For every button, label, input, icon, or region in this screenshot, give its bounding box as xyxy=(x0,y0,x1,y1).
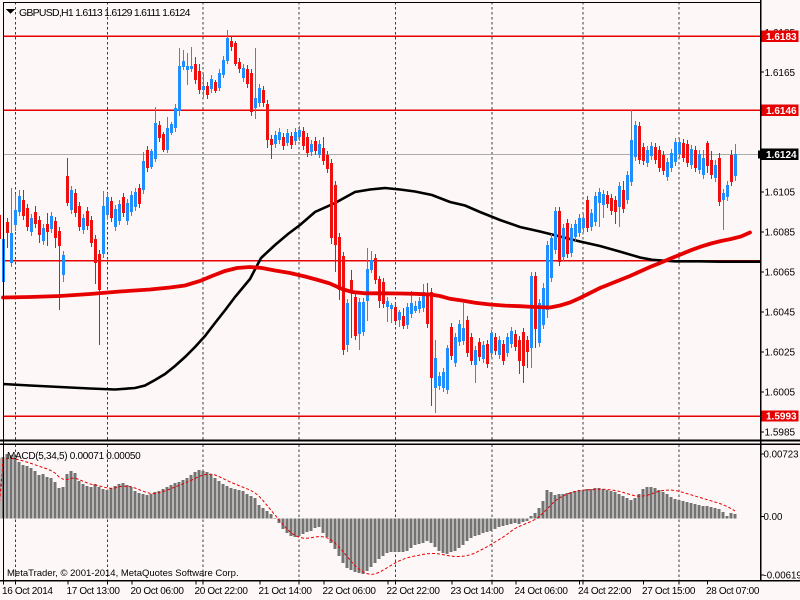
svg-text:GBPUSD,H1 1.6113 1.6129 1.611: GBPUSD,H1 1.6113 1.6129 1.6111 1.6124 xyxy=(19,7,191,19)
svg-text:22 Oct 06:00: 22 Oct 06:00 xyxy=(323,586,377,597)
svg-text:1.6105: 1.6105 xyxy=(765,188,796,199)
svg-text:20 Oct 06:00: 20 Oct 06:00 xyxy=(131,586,185,597)
svg-text:21 Oct 14:00: 21 Oct 14:00 xyxy=(259,586,313,597)
svg-text:MACD(5,34,5) 0.00071 0.00050: MACD(5,34,5) 0.00071 0.00050 xyxy=(7,451,141,462)
svg-text:1.5985: 1.5985 xyxy=(765,427,796,438)
svg-text:17 Oct 13:00: 17 Oct 13:00 xyxy=(67,586,121,597)
svg-text:1.6124: 1.6124 xyxy=(766,150,797,161)
svg-text:24 Oct 22:00: 24 Oct 22:00 xyxy=(578,586,632,597)
svg-text:1.6146: 1.6146 xyxy=(766,106,797,117)
svg-text:0.00723: 0.00723 xyxy=(764,450,799,461)
svg-text:20 Oct 22:00: 20 Oct 22:00 xyxy=(195,586,249,597)
svg-text:1.6085: 1.6085 xyxy=(765,228,796,239)
svg-text:23 Oct 14:00: 23 Oct 14:00 xyxy=(451,586,505,597)
svg-text:1.6005: 1.6005 xyxy=(765,388,796,399)
svg-text:1.6045: 1.6045 xyxy=(765,308,796,319)
svg-text:27 Oct 15:00: 27 Oct 15:00 xyxy=(642,586,696,597)
svg-text:1.6065: 1.6065 xyxy=(765,268,796,279)
svg-text:1.6165: 1.6165 xyxy=(765,68,796,79)
svg-text:1.5993: 1.5993 xyxy=(766,412,797,423)
svg-text:1.6025: 1.6025 xyxy=(765,348,796,359)
svg-text:-0.00619: -0.00619 xyxy=(764,571,800,582)
svg-text:0.00: 0.00 xyxy=(764,512,783,523)
svg-text:16 Oct 2014: 16 Oct 2014 xyxy=(2,586,53,597)
svg-text:1.6183: 1.6183 xyxy=(766,32,797,43)
svg-text:28 Oct 07:00: 28 Oct 07:00 xyxy=(706,586,760,597)
svg-text:22 Oct 22:00: 22 Oct 22:00 xyxy=(387,586,441,597)
svg-text:24 Oct 06:00: 24 Oct 06:00 xyxy=(515,586,569,597)
svg-text:MetaTrader, © 2001-2014, MetaQ: MetaTrader, © 2001-2014, MetaQuotes Soft… xyxy=(7,568,239,579)
